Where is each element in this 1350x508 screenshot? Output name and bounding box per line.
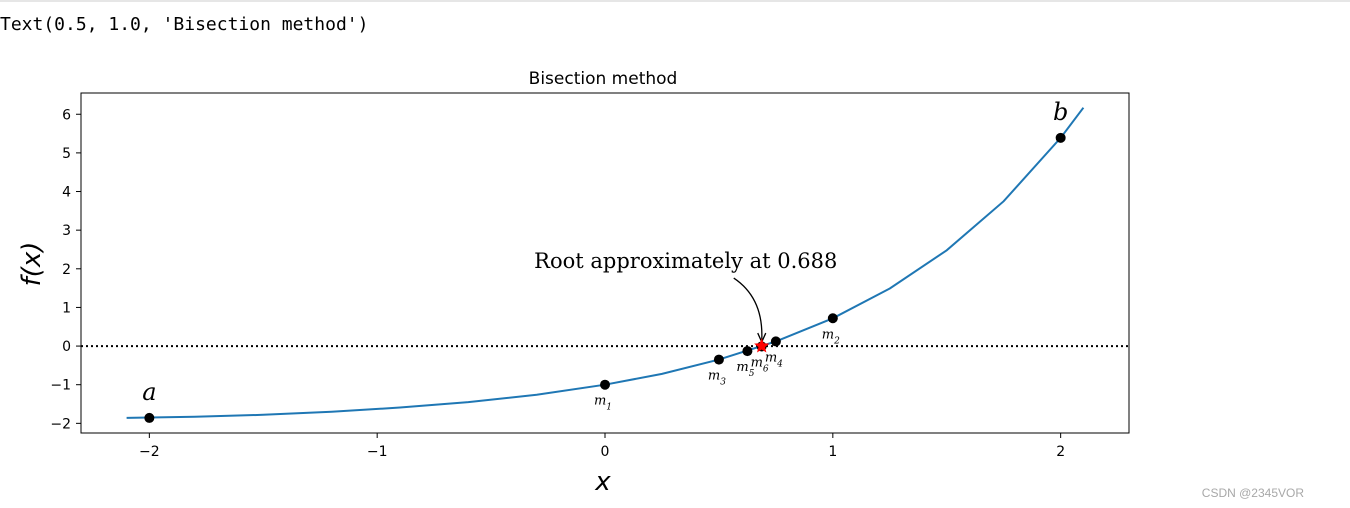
notebook-divider (0, 0, 1350, 2)
x-tick-label: −1 (367, 444, 388, 460)
x-tick-label: 1 (828, 444, 837, 460)
midpoint-label-m2: m2 (822, 327, 840, 346)
x-tick-label: −2 (139, 444, 160, 460)
y-tick-label: −1 (50, 378, 71, 394)
function-curve (126, 107, 1085, 419)
annotation-arrow (733, 277, 763, 341)
midpoint-m2 (827, 313, 838, 324)
midpoint-label-m4: m4 (765, 350, 783, 369)
watermark: CSDN @2345VOR (1201, 486, 1304, 500)
x-tick-label: 2 (1056, 444, 1065, 460)
y-tick-label: 4 (62, 185, 71, 201)
midpoint-label-m6: m6 (751, 355, 769, 374)
y-tick-label: 6 (62, 107, 71, 123)
y-tick-label: 5 (62, 146, 71, 162)
x-axis-label: x (594, 467, 611, 497)
y-tick-label: 0 (62, 339, 71, 355)
y-tick-label: 1 (62, 300, 71, 316)
endpoint-label-a: a (142, 378, 156, 406)
root-star-marker (754, 338, 770, 353)
chart-title: Bisection method (529, 69, 678, 89)
midpoint-label-m5: m5 (736, 360, 754, 379)
midpoint-m4 (770, 336, 781, 347)
y-tick-label: 2 (62, 262, 71, 278)
y-tick-label: 3 (62, 223, 71, 239)
midpoint-m1 (600, 379, 610, 390)
endpoint-label-b: b (1053, 98, 1068, 126)
y-tick-label: −2 (50, 416, 71, 432)
endpoint-b (1055, 132, 1066, 143)
midpoint-label-m3: m3 (708, 369, 726, 388)
endpoint-a (144, 412, 155, 423)
annotation-text: Root approximately at 0.688 (534, 249, 837, 273)
x-tick-label: 0 (601, 444, 610, 460)
midpoint-label-m1: m1 (594, 394, 612, 413)
cell-output-text: Text(0.5, 1.0, 'Bisection method') (0, 14, 369, 35)
y-axis-label: f(x) (17, 242, 47, 287)
midpoint-m3 (713, 354, 724, 365)
midpoint-m5 (742, 346, 753, 357)
